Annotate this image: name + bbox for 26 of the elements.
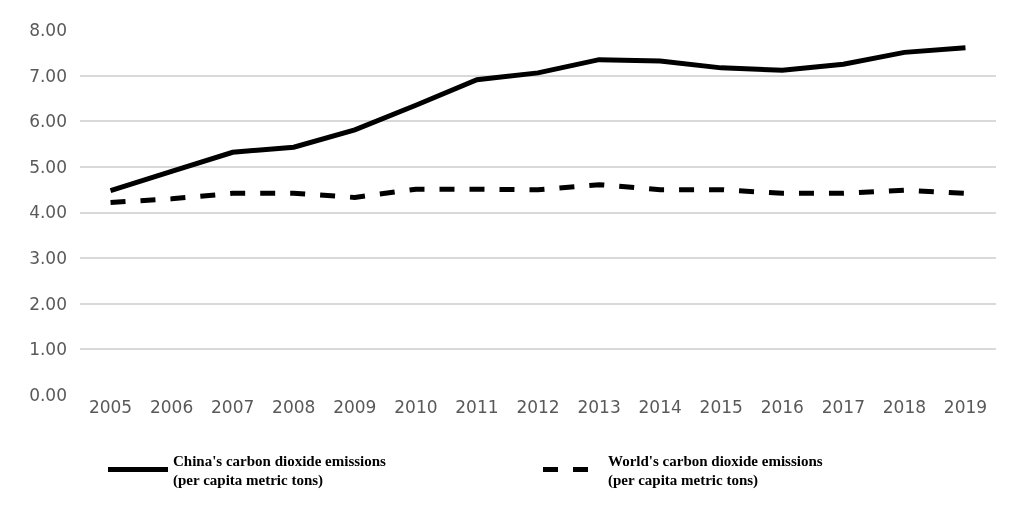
x-tick-label: 2012 [516, 397, 560, 417]
y-tick-label: 8.00 [29, 19, 67, 40]
x-tick-label: 2008 [272, 397, 316, 417]
x-tick-label: 2010 [394, 397, 438, 417]
y-tick-label: 7.00 [29, 65, 67, 86]
x-tick-label: 2017 [821, 397, 865, 417]
legend-label: China's carbon dioxide emissions (per capita metric tons) [173, 452, 387, 490]
x-tick-label: 2007 [211, 397, 255, 417]
x-tick-label: 2013 [577, 397, 621, 417]
x-tick-label: 2014 [638, 397, 682, 417]
x-tick-label: 2015 [699, 397, 743, 417]
x-tick-label: 2009 [333, 397, 377, 417]
x-tick-label: 2011 [455, 397, 499, 417]
x-tick-label: 2019 [943, 397, 988, 417]
x-tick-label: 2016 [760, 397, 804, 417]
y-tick-label: 4.00 [29, 202, 67, 223]
y-tick-label: 5.00 [29, 156, 67, 177]
y-tick-label: 3.00 [29, 248, 67, 269]
y-tick-label: 2.00 [29, 293, 67, 314]
x-tick-label: 2018 [882, 397, 927, 417]
y-tick-label: 6.00 [29, 111, 67, 132]
y-tick-label: 0.00 [29, 384, 67, 405]
y-tick-label: 1.00 [29, 339, 67, 360]
x-tick-label: 2005 [88, 397, 133, 417]
x-tick-label: 2006 [149, 397, 194, 417]
legend-label: World's carbon dioxide emissions (per capita metric tons) [608, 452, 823, 490]
